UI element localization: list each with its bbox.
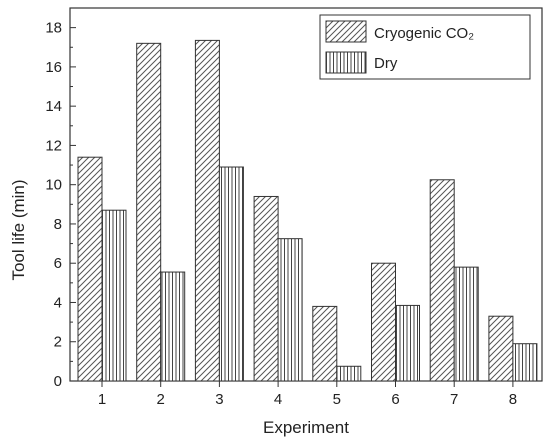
y-tick-label: 14 [45, 98, 62, 115]
bar-dry-exp-2 [160, 271, 186, 382]
x-tick-label: 4 [274, 391, 282, 408]
bar-cryogenic-exp-7 [429, 179, 455, 382]
bar-dry-exp-7 [453, 266, 479, 382]
plot-frame [69, 7, 543, 382]
bar-dry-exp-4 [277, 238, 303, 382]
bar-cryogenic-exp-1 [77, 156, 103, 382]
y-tick-label: 8 [54, 216, 62, 233]
bar-cryogenic-exp-8 [488, 315, 514, 382]
bar-cryogenic-exp-2 [136, 42, 162, 382]
y-tick-label: 10 [45, 177, 62, 194]
legend: Cryogenic CO₂ Dry [319, 14, 531, 80]
x-axis-title: Experiment [263, 418, 349, 437]
x-tick-label: 6 [391, 391, 399, 408]
legend-label-dry: Dry [374, 55, 398, 72]
bar-cryogenic-exp-6 [371, 262, 396, 382]
bar-dry-exp-8 [512, 343, 538, 382]
y-axis-ticks: 0 2 4 6 8 10 12 14 16 18 [45, 20, 76, 390]
x-tick-label: 8 [509, 391, 517, 408]
x-tick-label: 3 [215, 391, 223, 408]
bars-group [77, 39, 538, 382]
bar-cryogenic-exp-3 [194, 39, 220, 382]
y-tick-label: 16 [45, 59, 62, 76]
bar-dry-exp-3 [218, 166, 244, 382]
x-tick-label: 2 [157, 391, 165, 408]
y-axis-title: Tool life (min) [9, 179, 28, 280]
legend-swatch-dry [325, 51, 367, 74]
x-tick-label: 5 [333, 391, 341, 408]
bar-cryogenic-exp-4 [253, 195, 279, 382]
legend-swatch-cryogenic [325, 20, 367, 43]
bar-dry-exp-1 [101, 209, 127, 382]
y-tick-label: 4 [54, 294, 62, 311]
y-tick-label: 2 [54, 334, 62, 351]
y-tick-label: 0 [54, 373, 62, 390]
bar-cryogenic-exp-5 [312, 305, 338, 382]
y-tick-label: 12 [45, 137, 62, 154]
bar-dry-exp-5 [336, 365, 362, 382]
y-tick-label: 18 [45, 20, 62, 37]
y-tick-label: 6 [54, 255, 62, 272]
x-tick-label: 1 [98, 391, 106, 408]
x-tick-label: 7 [450, 391, 458, 408]
legend-label-cryogenic: Cryogenic CO₂ [374, 25, 474, 42]
x-axis-ticks: 1 2 3 4 5 6 7 8 [98, 381, 517, 408]
bar-dry-exp-6 [395, 304, 420, 382]
